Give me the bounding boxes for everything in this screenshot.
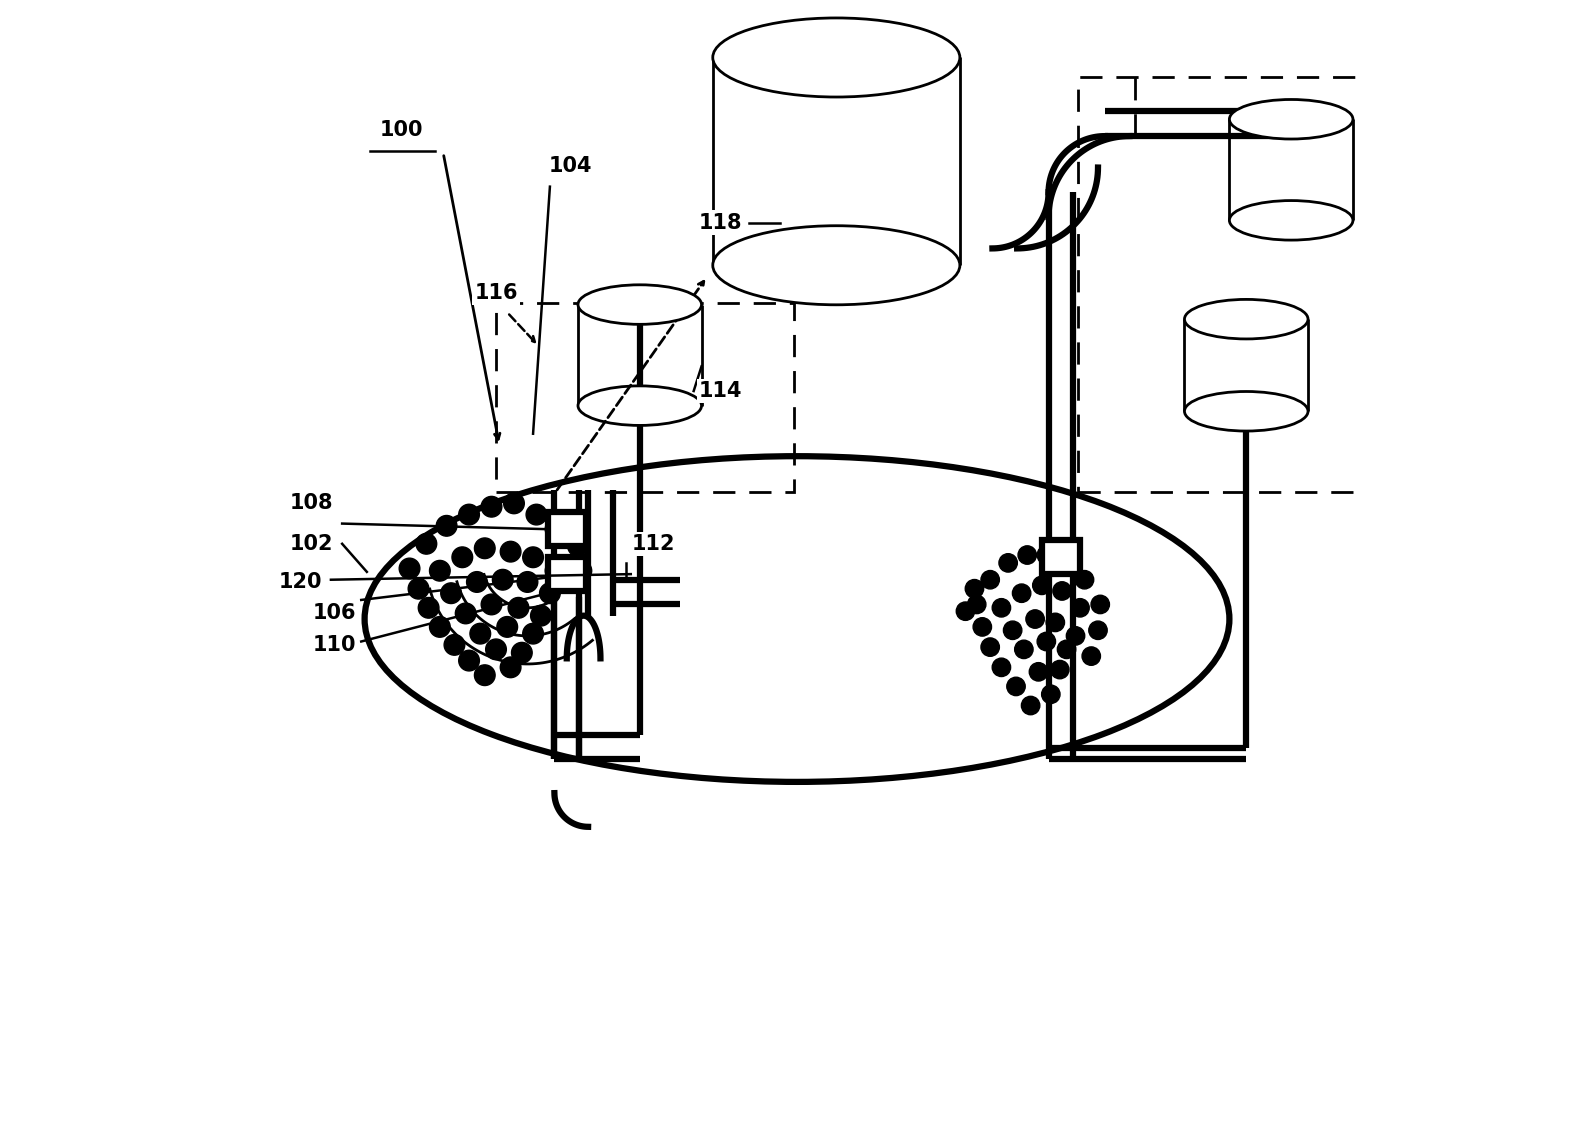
- Circle shape: [1054, 582, 1071, 600]
- Circle shape: [456, 603, 477, 624]
- Text: 100: 100: [379, 121, 424, 141]
- Circle shape: [493, 570, 513, 590]
- Ellipse shape: [579, 385, 701, 425]
- Circle shape: [540, 583, 559, 604]
- Circle shape: [980, 638, 999, 656]
- Circle shape: [1015, 640, 1033, 658]
- FancyBboxPatch shape: [1042, 540, 1081, 574]
- Circle shape: [523, 623, 544, 644]
- Circle shape: [445, 634, 465, 655]
- Circle shape: [416, 533, 437, 554]
- Circle shape: [991, 598, 1011, 617]
- Circle shape: [1038, 546, 1055, 564]
- Circle shape: [516, 572, 537, 592]
- Circle shape: [1041, 686, 1060, 704]
- Circle shape: [968, 596, 987, 614]
- Circle shape: [475, 538, 496, 558]
- Circle shape: [475, 665, 496, 686]
- Circle shape: [1022, 696, 1039, 715]
- Circle shape: [1027, 609, 1044, 629]
- Circle shape: [1057, 554, 1076, 572]
- Circle shape: [523, 547, 544, 567]
- Circle shape: [999, 554, 1017, 572]
- Circle shape: [1004, 621, 1022, 639]
- Text: 104: 104: [548, 157, 591, 176]
- Circle shape: [526, 504, 547, 525]
- Circle shape: [531, 605, 552, 626]
- Ellipse shape: [713, 226, 960, 305]
- Circle shape: [486, 639, 507, 659]
- Text: 112: 112: [631, 533, 674, 554]
- Circle shape: [501, 541, 521, 562]
- Circle shape: [1050, 661, 1070, 679]
- Text: 116: 116: [475, 283, 518, 304]
- Circle shape: [1038, 632, 1055, 650]
- Circle shape: [437, 515, 457, 537]
- Circle shape: [1007, 678, 1025, 696]
- Circle shape: [972, 617, 991, 636]
- Circle shape: [1012, 584, 1031, 603]
- Circle shape: [980, 571, 999, 589]
- Circle shape: [1082, 647, 1100, 665]
- Circle shape: [459, 650, 480, 671]
- Ellipse shape: [713, 18, 960, 97]
- Circle shape: [1089, 621, 1108, 639]
- Circle shape: [1033, 576, 1050, 595]
- Text: 114: 114: [698, 381, 743, 401]
- FancyBboxPatch shape: [548, 557, 587, 591]
- Circle shape: [481, 497, 502, 517]
- Ellipse shape: [579, 284, 701, 324]
- Ellipse shape: [1229, 100, 1353, 139]
- FancyBboxPatch shape: [548, 513, 587, 546]
- Circle shape: [398, 558, 419, 579]
- Text: 106: 106: [312, 604, 355, 623]
- Circle shape: [470, 623, 491, 644]
- Circle shape: [429, 616, 450, 637]
- Circle shape: [1066, 626, 1086, 645]
- Text: 110: 110: [312, 634, 355, 655]
- Circle shape: [459, 504, 480, 525]
- Circle shape: [571, 561, 591, 581]
- Text: 120: 120: [279, 572, 322, 592]
- Circle shape: [545, 561, 566, 581]
- Circle shape: [567, 536, 588, 556]
- Circle shape: [1019, 546, 1036, 564]
- Circle shape: [1071, 598, 1089, 617]
- Circle shape: [508, 597, 529, 619]
- Circle shape: [501, 657, 521, 678]
- Circle shape: [467, 572, 488, 592]
- Text: 102: 102: [290, 533, 333, 554]
- Circle shape: [512, 642, 532, 663]
- Circle shape: [956, 601, 974, 621]
- Circle shape: [545, 518, 566, 540]
- Circle shape: [418, 597, 438, 619]
- Text: 118: 118: [698, 213, 743, 233]
- Text: 108: 108: [290, 493, 333, 514]
- Circle shape: [1030, 663, 1047, 681]
- Circle shape: [966, 580, 983, 598]
- Ellipse shape: [1229, 200, 1353, 240]
- Circle shape: [481, 595, 502, 615]
- Circle shape: [442, 583, 461, 604]
- Circle shape: [991, 658, 1011, 677]
- Ellipse shape: [1184, 299, 1309, 339]
- Circle shape: [504, 493, 524, 514]
- Ellipse shape: [1184, 391, 1309, 431]
- Circle shape: [1076, 571, 1093, 589]
- Circle shape: [453, 547, 473, 567]
- Circle shape: [1057, 640, 1076, 658]
- Circle shape: [1046, 613, 1065, 632]
- Circle shape: [1090, 596, 1109, 614]
- Circle shape: [497, 616, 518, 637]
- Circle shape: [429, 561, 450, 581]
- Circle shape: [408, 579, 429, 599]
